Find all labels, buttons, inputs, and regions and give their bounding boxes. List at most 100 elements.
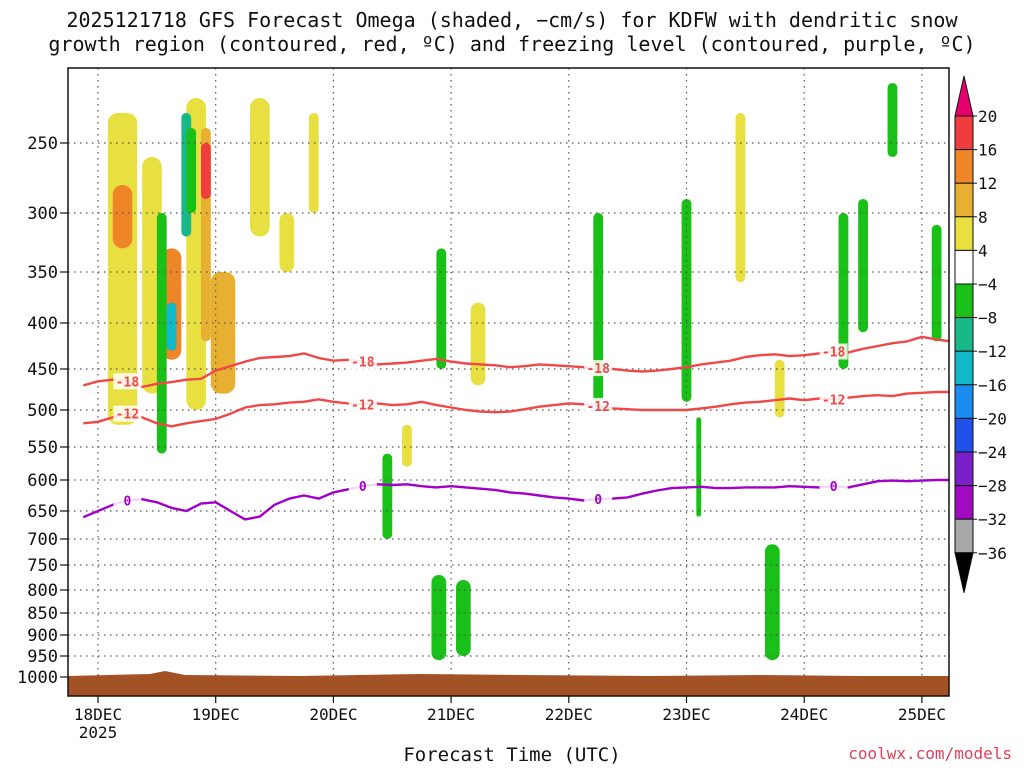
- contour-label-bg: [348, 396, 377, 413]
- colorbar-label: 20: [978, 107, 997, 126]
- x-year-label: 2025: [79, 723, 118, 742]
- y-tick-label: 700: [27, 530, 58, 550]
- colorbar-band: [954, 350, 974, 386]
- y-tick-label: 500: [27, 401, 58, 421]
- y-tick-label: 350: [27, 263, 58, 283]
- colorbar-band: [954, 149, 974, 184]
- contour-label: -18: [822, 346, 846, 361]
- y-tick-label: 900: [27, 626, 58, 646]
- contour-label: -12: [116, 408, 139, 423]
- omega-region: [456, 580, 471, 656]
- omega-region: [156, 213, 167, 454]
- omega-region: [887, 83, 898, 157]
- x-tick-label: 24DEC: [780, 705, 828, 724]
- contour-layer: -18 -18 -18 -18 -12 -12 -12 -12 0 0 0 0: [82, 335, 949, 521]
- colorbar-label: −24: [978, 443, 1007, 462]
- colorbar-band: [954, 115, 974, 151]
- contour-label: -18: [116, 375, 140, 390]
- y-tick-label: 450: [27, 360, 58, 380]
- y-tick-label: 400: [27, 314, 58, 334]
- omega-region: [774, 359, 785, 418]
- omega-region: [931, 224, 942, 342]
- colorbar-band: [954, 216, 974, 251]
- plot-frame: [67, 67, 950, 697]
- omega-region: [593, 213, 604, 402]
- contour-line-0: [82, 478, 949, 521]
- contour-label: 0: [594, 493, 602, 508]
- colorbar-label: −28: [978, 477, 1007, 496]
- y-tick-label: 250: [27, 134, 58, 154]
- colorbar-band: [954, 451, 974, 487]
- colorbar-top-arrow: [954, 75, 974, 117]
- colorbar-bottom-arrow: [954, 552, 974, 593]
- y-tick-label: 1000: [17, 668, 58, 688]
- grid-lines: [68, 68, 949, 696]
- contour-label-bg: [348, 353, 377, 370]
- y-tick-label: 750: [27, 556, 58, 576]
- x-tick-label: 20DEC: [309, 705, 357, 724]
- contour-label-bg: [584, 360, 613, 377]
- ground-layer: [68, 671, 949, 696]
- omega-region: [210, 272, 236, 394]
- contour-label: -12: [586, 400, 609, 415]
- contour-line-minus12: [83, 390, 949, 428]
- contour-label: -12: [351, 398, 374, 413]
- contour-label: -12: [822, 393, 845, 408]
- contour-label-bg: [584, 397, 613, 414]
- omega-region: [735, 113, 746, 283]
- omega-region: [436, 248, 447, 369]
- omega-region: [112, 185, 133, 249]
- x-tick-label: 19DEC: [192, 705, 240, 724]
- colorbar-label: −16: [978, 376, 1007, 395]
- x-tick-label: 21DEC: [427, 705, 475, 724]
- y-tick-label: 800: [27, 581, 58, 601]
- omega-region: [470, 302, 486, 386]
- contour-label: -18: [351, 356, 375, 371]
- colorbar-band: [954, 417, 974, 453]
- colorbar-label: −4: [978, 275, 997, 294]
- contour-label-bg: [113, 405, 142, 422]
- x-tick-label: 18DEC: [74, 705, 122, 724]
- colorbar: 20 16 12 8 4 −4 −8 −12 −16 −20 −24 −28 −32 −36: [954, 75, 1007, 593]
- contour-label: 0: [830, 480, 838, 495]
- y-axis: 2503003504004505005506006507007508008509…: [17, 134, 68, 688]
- colorbar-label: −20: [978, 409, 1007, 428]
- x-tick-label: 25DEC: [898, 705, 946, 724]
- omega-region: [431, 575, 447, 661]
- y-tick-label: 300: [27, 204, 58, 224]
- colorbar-band: [954, 317, 974, 352]
- contour-label-bg: [113, 492, 142, 509]
- colorbar-label: 12: [978, 174, 997, 193]
- x-axis: 18DEC 19DEC 20DEC 21DEC 22DEC 23DEC 24DEC 25DEC…: [74, 696, 946, 742]
- contour-label-bg: [819, 343, 848, 360]
- omega-region: [696, 417, 702, 517]
- contour-label-bg: [113, 373, 142, 390]
- omega-region: [200, 143, 211, 199]
- contour-label: 0: [124, 494, 132, 509]
- colorbar-label: 16: [978, 141, 997, 160]
- colorbar-label: −12: [978, 342, 1007, 361]
- colorbar-band: [954, 518, 974, 554]
- omega-region: [308, 113, 319, 213]
- omega-region: [382, 453, 393, 539]
- contour-label: 0: [359, 480, 367, 495]
- colorbar-label: −36: [978, 544, 1007, 563]
- ground-terrain: [68, 671, 949, 696]
- omega-region: [279, 213, 295, 272]
- contour-label-bg: [819, 478, 848, 495]
- colorbar-band: [954, 384, 974, 419]
- omega-region: [166, 302, 177, 351]
- colorbar-label: 8: [978, 208, 988, 227]
- contour-label-bg: [584, 491, 613, 508]
- contour-line-minus18: [82, 335, 949, 389]
- x-tick-label: 23DEC: [662, 705, 710, 724]
- y-tick-label: 600: [27, 471, 58, 491]
- y-tick-label: 950: [27, 647, 58, 667]
- omega-region: [858, 199, 868, 333]
- x-tick-label: 22DEC: [545, 705, 593, 724]
- colorbar-band: [954, 283, 974, 319]
- y-tick-label: 650: [27, 502, 58, 522]
- colorbar-band: [954, 249, 974, 285]
- chart-title-line-2: growth region (contoured, red, ºC) and f…: [48, 32, 976, 56]
